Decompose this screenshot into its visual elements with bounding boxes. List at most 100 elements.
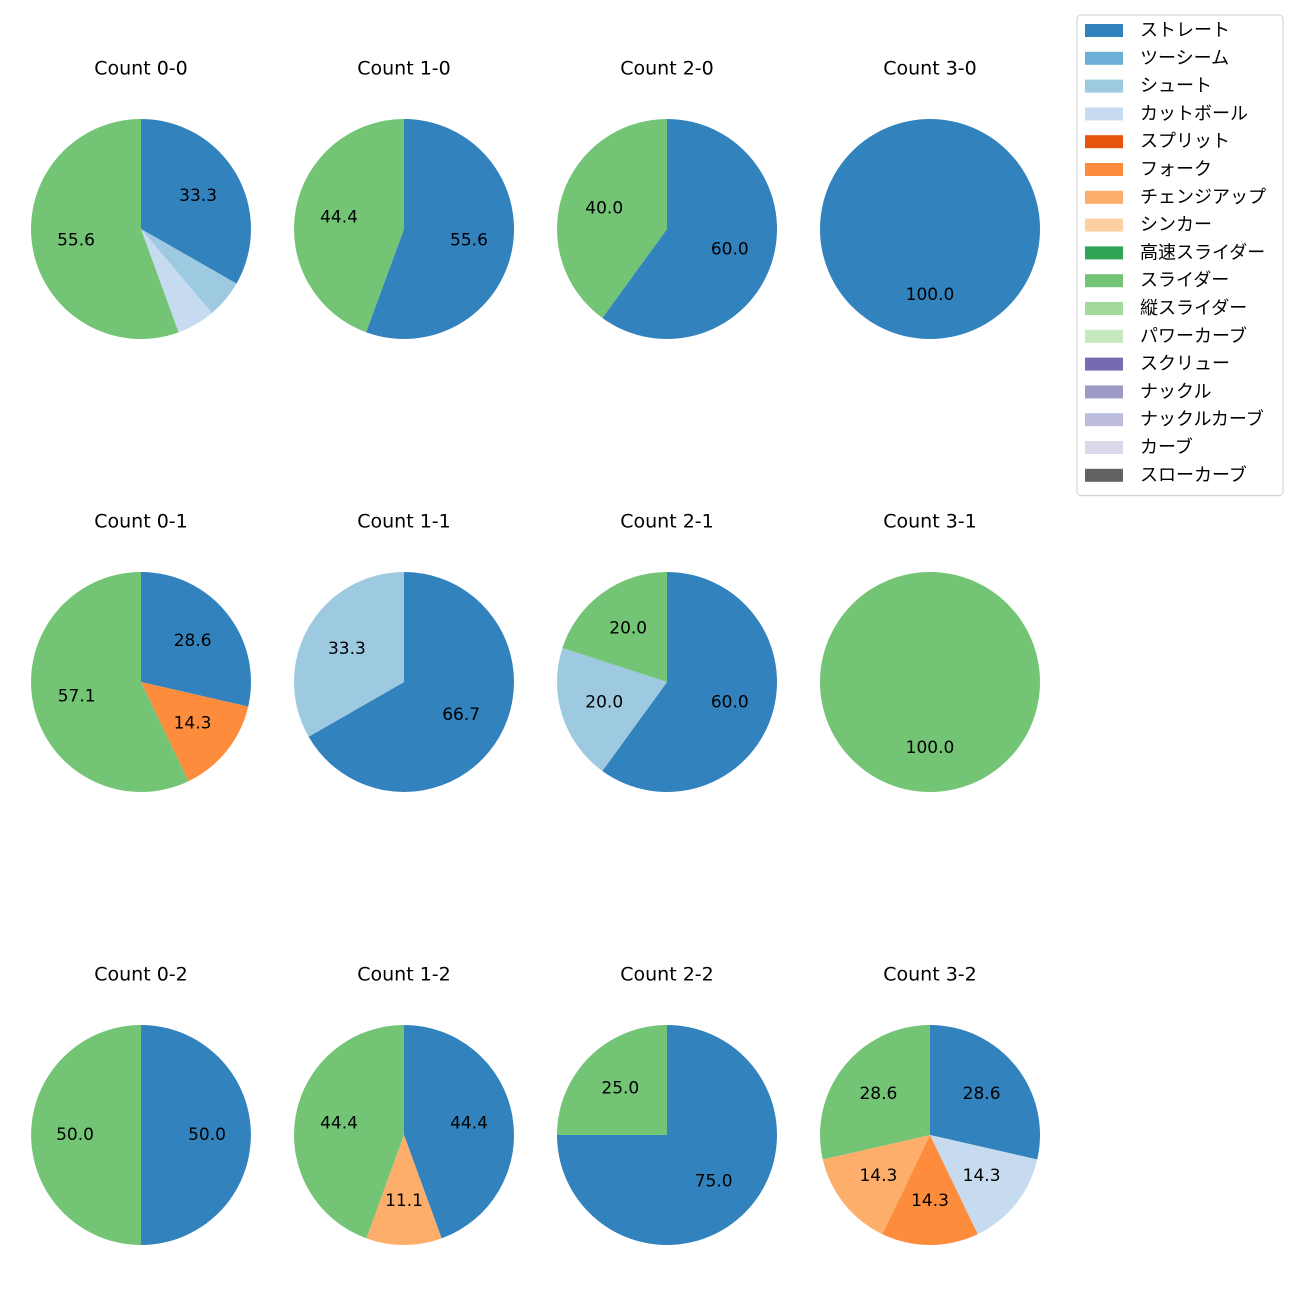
pie-slice xyxy=(141,572,251,707)
pie-slice xyxy=(602,572,777,793)
data-label: 44.4 xyxy=(320,1114,358,1134)
pie-slice xyxy=(820,119,1040,339)
data-label: 25.0 xyxy=(601,1078,639,1098)
legend-label: スローカーブ xyxy=(1140,464,1247,486)
chart-title: Count 2-2 xyxy=(620,964,714,986)
legend-swatch xyxy=(1085,190,1123,204)
legend-label: フォーク xyxy=(1140,159,1212,180)
pie-slice xyxy=(30,118,179,339)
pie-slice xyxy=(557,648,667,771)
legend-swatch xyxy=(1085,413,1123,427)
legend-swatch xyxy=(1085,441,1123,454)
pie-slice xyxy=(404,1025,514,1239)
data-label: 100.0 xyxy=(906,285,955,305)
legend-swatch xyxy=(1085,274,1123,288)
pie-slice xyxy=(820,572,1040,792)
chart-title: Count 1-1 xyxy=(357,511,451,533)
legend-label: パワーカーブ xyxy=(1140,325,1247,347)
data-label: 14.3 xyxy=(859,1166,897,1186)
data-label: 20.0 xyxy=(609,619,647,639)
legend-swatch xyxy=(1085,385,1123,399)
data-label: 28.6 xyxy=(963,1084,1001,1104)
data-label: 44.4 xyxy=(450,1114,488,1134)
pie-slice xyxy=(141,229,212,333)
pie-slice xyxy=(557,119,667,318)
chart-title: Count 0-1 xyxy=(94,511,188,533)
pie-slice xyxy=(141,1025,251,1245)
legend-label: ストレート xyxy=(1140,20,1230,41)
legend-box xyxy=(1076,14,1284,497)
legend-label: カーブ xyxy=(1140,436,1193,458)
data-label: 28.6 xyxy=(174,631,212,651)
legend-label: スライダー xyxy=(1140,270,1229,291)
pie-slice xyxy=(31,1025,141,1245)
legend-swatch xyxy=(1085,329,1123,343)
pie-slice xyxy=(308,572,514,792)
pie-slice xyxy=(602,119,777,339)
legend-label: シンカー xyxy=(1140,215,1212,236)
chart-title: Count 1-0 xyxy=(357,58,451,80)
pie-slice xyxy=(293,572,404,737)
pie-slice xyxy=(294,119,404,333)
legend-swatch xyxy=(1085,51,1123,65)
legend-swatch xyxy=(1085,218,1123,232)
legend-label: スクリュー xyxy=(1140,354,1230,375)
data-label: 55.6 xyxy=(450,231,488,251)
pie-slice xyxy=(141,229,237,314)
pie-slice xyxy=(31,572,189,792)
pie-slice xyxy=(141,682,249,782)
data-label: 33.3 xyxy=(328,639,366,659)
chart-title: Count 0-0 xyxy=(94,58,188,80)
data-label: 33.3 xyxy=(179,186,217,206)
data-label: 57.1 xyxy=(58,687,96,707)
pie-slice xyxy=(557,1025,667,1135)
pie-slice xyxy=(819,1025,930,1160)
pie-slice xyxy=(930,1025,1040,1160)
pie-slice xyxy=(562,572,667,682)
data-label: 60.0 xyxy=(711,692,749,712)
data-label: 20.0 xyxy=(585,692,623,712)
legend-label: ツーシーム xyxy=(1140,48,1229,69)
legend-swatch xyxy=(1085,468,1123,482)
pie-slice xyxy=(822,1135,930,1235)
data-label: 40.0 xyxy=(585,199,623,219)
data-label: 28.6 xyxy=(859,1084,897,1104)
legend-label: シュート xyxy=(1140,76,1212,97)
data-label: 50.0 xyxy=(188,1125,226,1145)
data-label: 44.4 xyxy=(320,207,358,227)
chart-title: Count 3-1 xyxy=(883,511,977,533)
chart-title: Count 3-0 xyxy=(883,58,977,80)
pie-slice xyxy=(930,1135,1038,1235)
data-label: 50.0 xyxy=(56,1125,94,1145)
data-label: 11.1 xyxy=(385,1191,423,1211)
legend-label: ナックルカーブ xyxy=(1140,408,1264,430)
pie-slice xyxy=(882,1135,978,1245)
legend-swatch xyxy=(1085,79,1123,93)
chart-title: Count 1-2 xyxy=(357,964,451,986)
data-label: 60.0 xyxy=(711,239,749,259)
legend-label: ナックル xyxy=(1140,381,1211,402)
chart-title: Count 0-2 xyxy=(94,964,188,986)
legend-label: チェンジアップ xyxy=(1140,187,1266,208)
data-label: 75.0 xyxy=(695,1172,733,1192)
legend-label: カットボール xyxy=(1140,103,1248,124)
chart-title: Count 2-0 xyxy=(620,58,714,80)
legend-swatch xyxy=(1085,135,1123,149)
pie-slice xyxy=(141,119,252,284)
legend-label: 縦スライダー xyxy=(1140,298,1247,319)
pie-slice xyxy=(366,119,515,339)
chart-title: Count 3-2 xyxy=(883,964,977,986)
data-label: 14.3 xyxy=(911,1191,949,1211)
data-label: 14.3 xyxy=(963,1166,1001,1186)
legend-label: スプリット xyxy=(1140,131,1230,152)
data-label: 100.0 xyxy=(906,738,955,758)
data-label: 66.7 xyxy=(442,705,480,725)
data-label: 14.3 xyxy=(174,713,212,733)
legend-label: 高速スライダー xyxy=(1140,242,1265,263)
pie-slice xyxy=(366,1135,442,1246)
legend-swatch xyxy=(1085,302,1123,315)
legend-swatch xyxy=(1085,357,1123,371)
legend-swatch xyxy=(1085,24,1123,37)
pie-slice xyxy=(294,1025,404,1239)
